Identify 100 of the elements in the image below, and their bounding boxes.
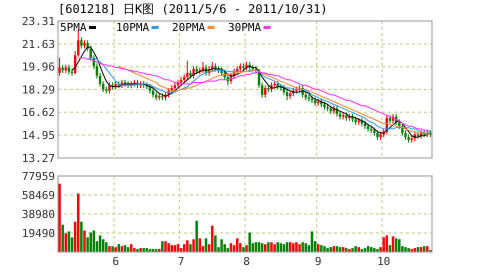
bar xyxy=(270,242,273,252)
bar xyxy=(164,241,167,252)
bar xyxy=(64,233,68,252)
bar xyxy=(226,248,230,252)
bar xyxy=(388,245,392,252)
bar xyxy=(111,246,114,252)
bar xyxy=(126,247,130,252)
bar xyxy=(267,242,270,252)
bar xyxy=(404,247,407,252)
bar xyxy=(139,248,142,252)
bar xyxy=(83,230,86,252)
bar xyxy=(176,244,180,252)
bar xyxy=(280,243,282,252)
bar xyxy=(167,243,170,252)
bar xyxy=(329,247,332,252)
bar xyxy=(422,246,426,252)
y-tick-label: 21.63 xyxy=(22,38,55,51)
x-tick-label: 7 xyxy=(178,255,184,268)
legend-label: 20PMA xyxy=(172,21,206,34)
bar xyxy=(105,242,108,252)
candlestick xyxy=(286,88,288,101)
bar xyxy=(292,243,295,252)
x-tick-label: 10 xyxy=(377,255,390,268)
bar xyxy=(120,246,124,252)
bar xyxy=(130,244,132,252)
bar xyxy=(310,232,314,252)
bar xyxy=(264,244,267,252)
candlestick xyxy=(211,62,214,72)
y-tick-label: 19.96 xyxy=(22,60,55,74)
bar xyxy=(392,236,394,252)
bar xyxy=(118,244,120,252)
x-tick-label: 6 xyxy=(112,255,119,268)
bar xyxy=(338,247,342,252)
bar xyxy=(295,242,298,252)
bar xyxy=(414,248,416,252)
bar xyxy=(342,247,344,252)
y-tick-label: 14.95 xyxy=(22,128,55,142)
bar xyxy=(260,243,264,252)
y-tick-label: 13.27 xyxy=(22,152,55,165)
bar xyxy=(373,248,376,252)
bar xyxy=(298,244,301,252)
bar xyxy=(301,242,304,252)
bar xyxy=(124,245,126,252)
y-tick-label: 19490 xyxy=(22,226,55,240)
bar xyxy=(382,237,385,252)
bar xyxy=(114,247,117,252)
bar xyxy=(323,246,326,252)
bar xyxy=(195,220,198,252)
bar xyxy=(332,246,336,252)
bar xyxy=(358,247,360,252)
bar xyxy=(170,245,174,252)
y-tick-label: 23.31 xyxy=(22,14,55,28)
bar xyxy=(133,248,136,252)
bar xyxy=(288,242,292,252)
candlestick xyxy=(186,60,189,80)
legend-label: 30PMA xyxy=(228,21,262,34)
bar xyxy=(68,232,70,252)
y-tick-label: 58469 xyxy=(22,188,55,202)
bar xyxy=(351,248,354,252)
bar xyxy=(198,238,202,252)
bar xyxy=(366,246,370,252)
bar xyxy=(370,247,372,252)
bar xyxy=(61,224,64,252)
bar xyxy=(211,226,214,252)
bar xyxy=(108,246,111,252)
candlestick xyxy=(80,37,83,49)
bar xyxy=(174,245,176,252)
bar xyxy=(192,239,195,252)
bar xyxy=(254,242,258,252)
bar xyxy=(316,244,320,252)
bar xyxy=(161,241,164,252)
bar xyxy=(80,222,83,252)
y-tick-label: 16.62 xyxy=(22,106,55,120)
bar xyxy=(146,248,148,252)
bar xyxy=(230,243,232,252)
bar xyxy=(142,248,145,252)
candlestick xyxy=(108,82,111,94)
bar xyxy=(407,248,410,252)
bar xyxy=(77,194,80,252)
bar xyxy=(394,238,398,252)
bar xyxy=(214,235,217,252)
bar xyxy=(276,242,279,252)
bar xyxy=(242,247,245,252)
bar xyxy=(386,235,388,252)
bar xyxy=(182,244,186,252)
bar xyxy=(245,245,248,252)
y-tick-label: 38980 xyxy=(22,208,55,221)
bar xyxy=(398,239,401,252)
x-tick-label: 9 xyxy=(314,255,322,268)
bar xyxy=(89,232,92,252)
bar xyxy=(220,239,223,252)
bar xyxy=(236,238,238,252)
bar xyxy=(320,245,323,252)
bar xyxy=(92,230,96,252)
bar xyxy=(186,240,189,252)
chart-title: [601218] 日K图 (2011/5/6 - 2011/10/31) xyxy=(58,2,328,16)
legend-label: 5PMA xyxy=(60,21,87,34)
bar xyxy=(98,235,102,252)
bar xyxy=(364,248,366,252)
line-series xyxy=(118,66,431,135)
